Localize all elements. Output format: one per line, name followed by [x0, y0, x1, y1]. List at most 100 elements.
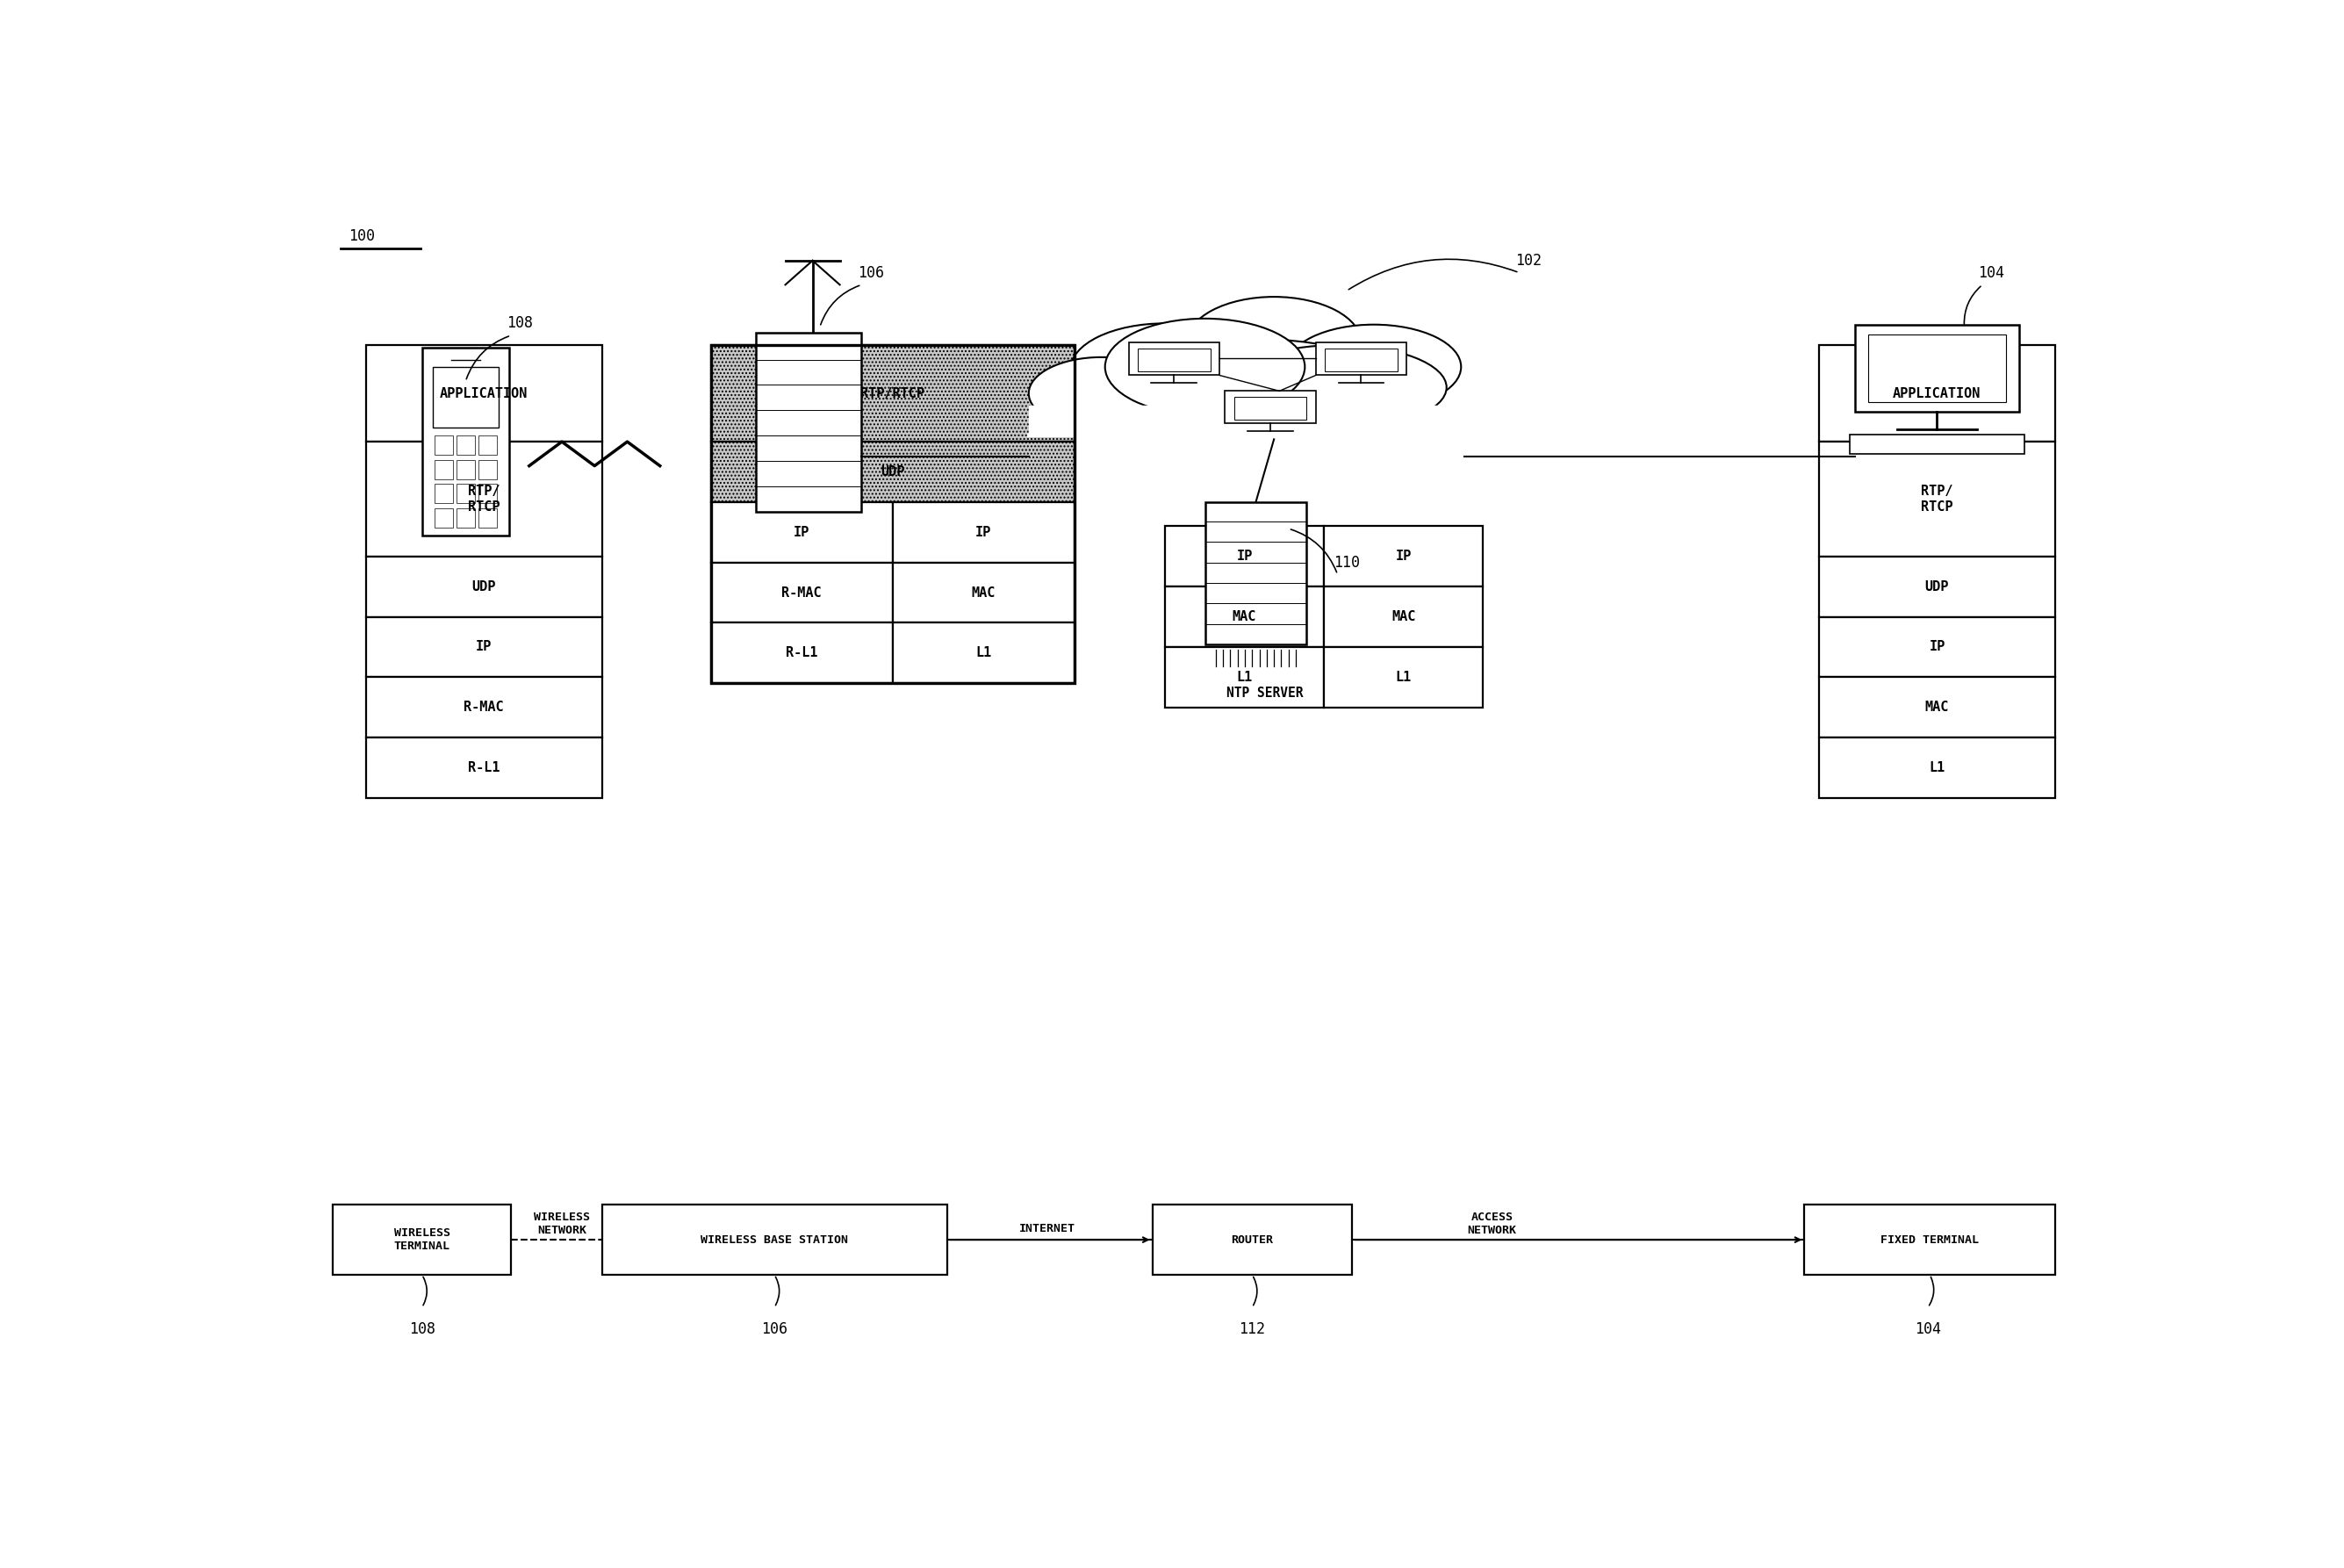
- FancyBboxPatch shape: [893, 563, 1074, 622]
- Text: L1: L1: [1235, 671, 1252, 684]
- Text: R-MAC: R-MAC: [781, 586, 823, 599]
- Text: MAC: MAC: [1233, 610, 1256, 624]
- Text: UDP: UDP: [881, 466, 905, 478]
- Text: IP: IP: [1929, 640, 1946, 654]
- FancyBboxPatch shape: [710, 563, 893, 622]
- FancyBboxPatch shape: [1315, 342, 1406, 375]
- Text: INTERNET: INTERNET: [1020, 1223, 1076, 1234]
- Text: L1: L1: [1395, 671, 1411, 684]
- FancyBboxPatch shape: [1819, 442, 2056, 557]
- FancyBboxPatch shape: [1849, 434, 2025, 453]
- FancyBboxPatch shape: [1324, 527, 1484, 586]
- Ellipse shape: [1113, 339, 1397, 436]
- FancyBboxPatch shape: [333, 1204, 511, 1275]
- Text: 112: 112: [1240, 1322, 1266, 1338]
- Text: IP: IP: [476, 640, 492, 654]
- Text: 108: 108: [506, 315, 532, 331]
- FancyBboxPatch shape: [1819, 557, 2056, 616]
- FancyBboxPatch shape: [710, 622, 893, 684]
- Text: 102: 102: [1514, 252, 1542, 268]
- FancyBboxPatch shape: [710, 345, 1074, 442]
- Text: UDP: UDP: [471, 580, 497, 593]
- Text: 104: 104: [1915, 1322, 1941, 1338]
- Text: UDP: UDP: [1924, 580, 1950, 593]
- Text: R-L1: R-L1: [785, 646, 818, 660]
- FancyBboxPatch shape: [1165, 586, 1324, 648]
- Text: ROUTER: ROUTER: [1231, 1234, 1273, 1245]
- FancyBboxPatch shape: [1819, 616, 2056, 677]
- FancyBboxPatch shape: [1805, 1204, 2056, 1275]
- Text: R-MAC: R-MAC: [464, 701, 504, 713]
- FancyBboxPatch shape: [1226, 390, 1315, 423]
- FancyBboxPatch shape: [478, 436, 497, 455]
- FancyBboxPatch shape: [478, 508, 497, 527]
- Text: WIRELESS
TERMINAL: WIRELESS TERMINAL: [394, 1228, 450, 1253]
- FancyBboxPatch shape: [757, 332, 863, 511]
- FancyBboxPatch shape: [1324, 586, 1484, 648]
- Text: RTP/RTCP: RTP/RTCP: [860, 387, 924, 400]
- FancyBboxPatch shape: [434, 459, 452, 480]
- FancyBboxPatch shape: [1165, 527, 1324, 586]
- Text: NTP SERVER: NTP SERVER: [1226, 687, 1303, 699]
- Text: WIRELESS
NETWORK: WIRELESS NETWORK: [534, 1212, 591, 1236]
- Ellipse shape: [1071, 323, 1259, 416]
- Text: RTP/
RTCP: RTP/ RTCP: [469, 485, 499, 513]
- FancyBboxPatch shape: [366, 345, 602, 442]
- Text: MAC: MAC: [1392, 610, 1416, 624]
- FancyBboxPatch shape: [434, 485, 452, 503]
- FancyBboxPatch shape: [1233, 397, 1306, 420]
- FancyBboxPatch shape: [457, 459, 473, 480]
- FancyBboxPatch shape: [478, 459, 497, 480]
- Text: IP: IP: [795, 525, 809, 539]
- FancyBboxPatch shape: [457, 436, 473, 455]
- FancyBboxPatch shape: [1819, 677, 2056, 737]
- FancyBboxPatch shape: [434, 508, 452, 527]
- Text: RTP/
RTCP: RTP/ RTCP: [1922, 485, 1953, 513]
- Text: 108: 108: [408, 1322, 436, 1338]
- FancyBboxPatch shape: [366, 557, 602, 616]
- Ellipse shape: [1029, 358, 1174, 430]
- FancyBboxPatch shape: [422, 348, 509, 536]
- FancyBboxPatch shape: [1856, 325, 2018, 411]
- Text: MAC: MAC: [1924, 701, 1950, 713]
- FancyBboxPatch shape: [1153, 1204, 1352, 1275]
- FancyBboxPatch shape: [434, 436, 452, 455]
- FancyBboxPatch shape: [1868, 334, 2006, 401]
- Text: IP: IP: [975, 525, 992, 539]
- FancyBboxPatch shape: [366, 442, 602, 557]
- FancyBboxPatch shape: [602, 1204, 947, 1275]
- FancyBboxPatch shape: [478, 485, 497, 503]
- FancyBboxPatch shape: [1324, 648, 1484, 707]
- FancyBboxPatch shape: [434, 367, 499, 426]
- Text: IP: IP: [1395, 550, 1411, 563]
- Text: 106: 106: [762, 1322, 788, 1338]
- Text: IP: IP: [1235, 550, 1252, 563]
- Text: APPLICATION: APPLICATION: [441, 387, 527, 400]
- Text: 100: 100: [349, 229, 375, 245]
- FancyBboxPatch shape: [710, 442, 1074, 502]
- Text: FIXED TERMINAL: FIXED TERMINAL: [1880, 1234, 1978, 1245]
- FancyBboxPatch shape: [457, 508, 473, 527]
- FancyBboxPatch shape: [710, 502, 893, 563]
- FancyBboxPatch shape: [1819, 737, 2056, 798]
- Text: 104: 104: [1978, 265, 2004, 281]
- Text: WIRELESS BASE STATION: WIRELESS BASE STATION: [701, 1234, 849, 1245]
- FancyBboxPatch shape: [366, 616, 602, 677]
- FancyBboxPatch shape: [366, 737, 602, 798]
- Ellipse shape: [1228, 345, 1446, 430]
- FancyBboxPatch shape: [1137, 348, 1210, 372]
- Ellipse shape: [1287, 325, 1460, 409]
- Ellipse shape: [1104, 318, 1306, 416]
- FancyBboxPatch shape: [1130, 342, 1219, 375]
- FancyBboxPatch shape: [893, 622, 1074, 684]
- FancyBboxPatch shape: [893, 502, 1074, 563]
- FancyBboxPatch shape: [1819, 345, 2056, 442]
- Text: ACCESS
NETWORK: ACCESS NETWORK: [1467, 1212, 1517, 1236]
- Text: 106: 106: [858, 265, 884, 281]
- FancyBboxPatch shape: [1165, 648, 1324, 707]
- Text: APPLICATION: APPLICATION: [1894, 387, 1981, 400]
- FancyBboxPatch shape: [1205, 502, 1306, 644]
- Text: R-L1: R-L1: [469, 760, 499, 775]
- Text: L1: L1: [1929, 760, 1946, 775]
- Ellipse shape: [1186, 296, 1362, 389]
